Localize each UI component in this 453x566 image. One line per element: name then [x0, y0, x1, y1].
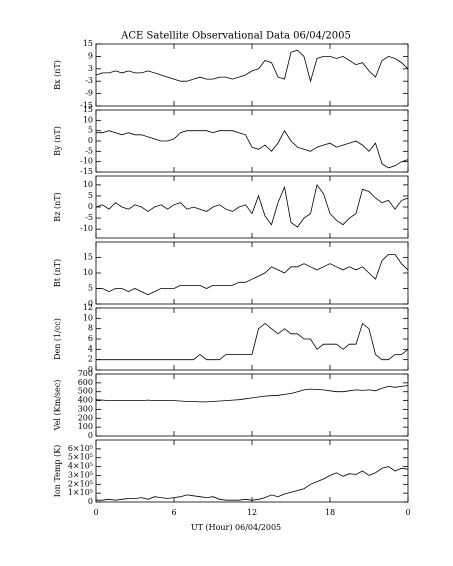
y-axis-label: Bt (nT): [53, 259, 62, 287]
y-tick-label: 0: [88, 365, 93, 374]
y-tick-label: 100: [78, 422, 93, 431]
y-tick-label: 10: [83, 268, 93, 277]
y-tick-label: 3: [88, 64, 93, 73]
y-tick-label: 1×10⁵: [68, 488, 93, 497]
y-tick-label: 12: [83, 303, 93, 312]
y-tick-label: -10: [80, 157, 93, 166]
panel-frame: [95, 109, 409, 173]
data-line: [96, 254, 409, 296]
data-line: [96, 129, 409, 169]
y-tick-label: 4: [88, 344, 93, 353]
y-tick-label: 6: [88, 334, 93, 343]
y-tick-label: -15: [80, 101, 93, 110]
y-tick-label: 15: [83, 253, 93, 262]
y-axis-label: Bx (nT): [53, 60, 62, 90]
y-tick-label: 5: [88, 284, 93, 293]
y-tick-label: 2: [88, 355, 93, 364]
y-tick-label: 4×10⁵: [68, 462, 93, 471]
y-tick-label: -9: [85, 89, 93, 98]
y-tick-label: 3×10⁵: [68, 470, 93, 479]
y-tick-label: -15: [80, 167, 93, 176]
y-axis-label: By (nT): [53, 126, 62, 156]
x-axis-label: UT (Hour) 06/04/2005: [191, 523, 281, 532]
y-axis-label: Den (1/cc): [53, 318, 62, 360]
y-tick-label: 10: [83, 115, 93, 124]
y-tick-label: 0: [88, 431, 93, 440]
data-line: [96, 466, 409, 501]
y-tick-label: -5: [85, 146, 93, 155]
y-tick-label: 8: [88, 324, 93, 333]
y-tick-label: 15: [83, 39, 93, 48]
data-line: [96, 322, 409, 361]
x-tick-label: 18: [325, 508, 335, 517]
panel-frame: [95, 439, 409, 503]
y-tick-label: 0: [88, 136, 93, 145]
panel-frame: [95, 175, 409, 239]
y-tick-label: 10: [83, 180, 93, 189]
y-axis-label: Vel (Km/sec): [53, 380, 62, 432]
y-tick-label: 700: [78, 369, 93, 378]
y-tick-label: 600: [78, 378, 93, 387]
y-tick-label: 15: [83, 105, 93, 114]
y-axis-label: Ion Temp (K): [53, 445, 62, 498]
y-tick-label: 0: [88, 202, 93, 211]
x-tick-label: 0: [405, 508, 410, 517]
y-tick-label: 500: [78, 387, 93, 396]
y-tick-label: 6×10⁵: [68, 444, 93, 453]
y-tick-label: -3: [85, 76, 93, 85]
x-tick-label: 0: [93, 508, 98, 517]
panel-frame: [95, 241, 409, 305]
data-line: [95, 385, 409, 403]
y-axis-label: Bz (nT): [53, 192, 62, 221]
y-tick-label: 5: [88, 126, 93, 135]
y-tick-label: 9: [88, 51, 93, 60]
y-tick-label: 0: [88, 299, 93, 308]
data-line: [95, 183, 409, 228]
y-tick-label: 5×10⁵: [68, 453, 93, 462]
y-tick-label: -5: [85, 213, 93, 222]
y-tick-label: -10: [80, 224, 93, 233]
panel-frame: [95, 307, 409, 371]
x-tick-label: 6: [171, 508, 176, 517]
panel-frame: [95, 43, 409, 107]
y-tick-label: 300: [78, 404, 93, 413]
y-tick-label: 400: [78, 396, 93, 405]
y-tick-label: 200: [78, 413, 93, 422]
y-tick-label: 10: [83, 313, 93, 322]
x-tick-label: 12: [247, 508, 257, 517]
y-tick-label: 2×10⁵: [68, 479, 93, 488]
y-tick-label: 5: [88, 191, 93, 200]
data-line: [95, 49, 409, 83]
y-tick-label: 0: [88, 497, 93, 506]
chart-title: ACE Satellite Observational Data 06/04/2…: [120, 31, 351, 42]
panel-frame: [95, 373, 409, 437]
